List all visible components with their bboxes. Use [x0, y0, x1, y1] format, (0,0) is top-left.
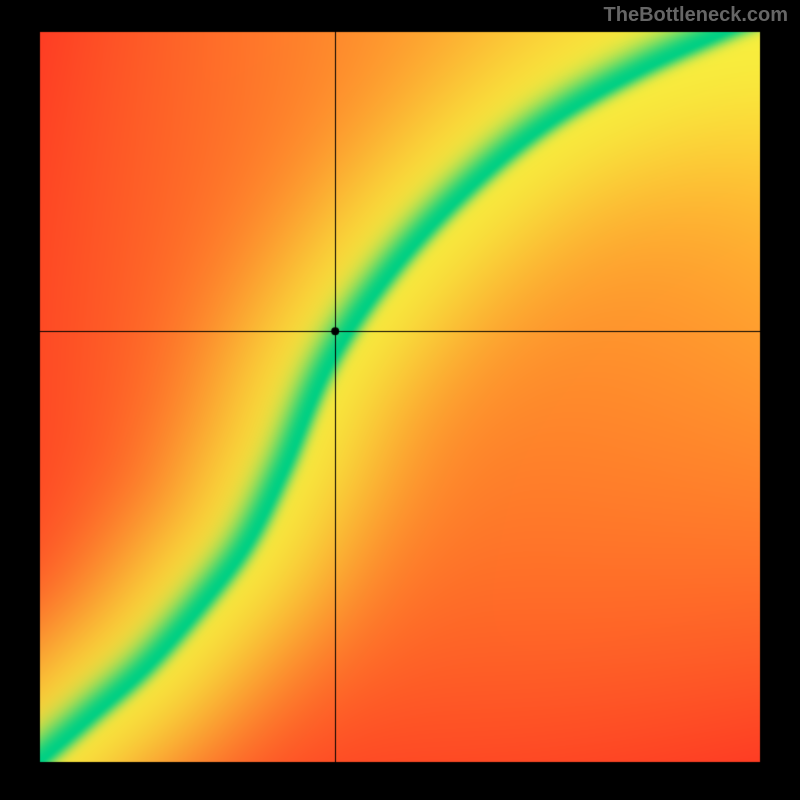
bottleneck-heatmap [0, 0, 800, 800]
watermark-text: TheBottleneck.com [604, 4, 788, 27]
chart-container: TheBottleneck.com [0, 0, 800, 800]
